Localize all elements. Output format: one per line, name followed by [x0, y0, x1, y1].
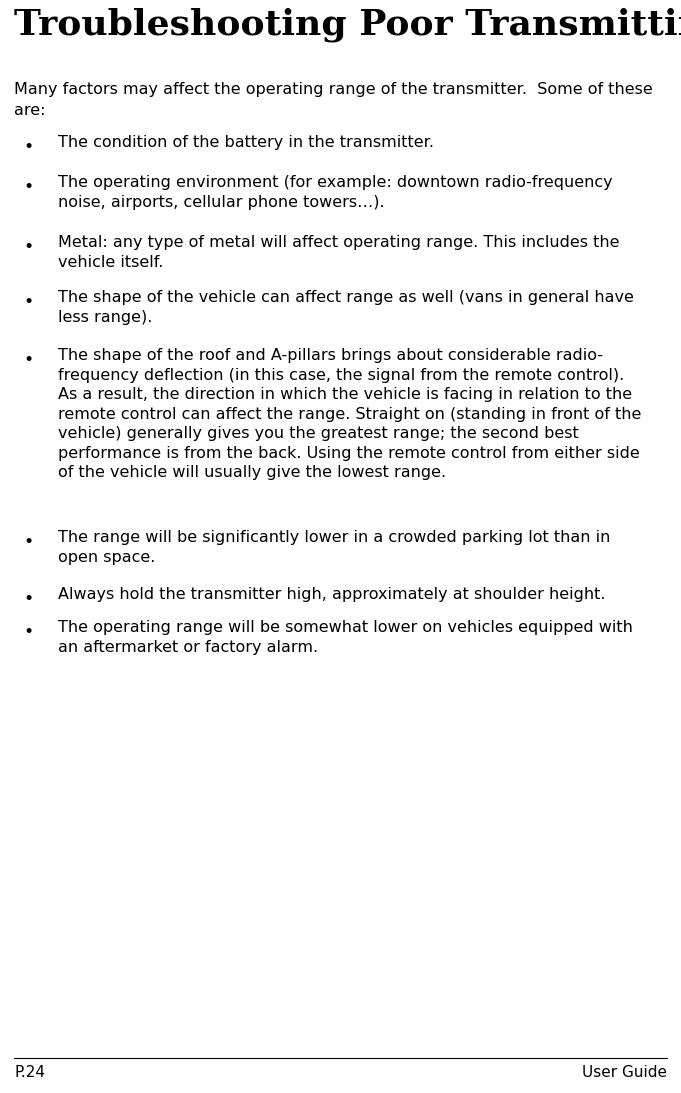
Text: •: • [23, 590, 33, 608]
Text: The operating environment (for example: downtown radio-frequency
noise, airports: The operating environment (for example: … [58, 175, 613, 210]
Text: P.24: P.24 [14, 1065, 45, 1080]
Text: The condition of the battery in the transmitter.: The condition of the battery in the tran… [58, 136, 434, 150]
Text: •: • [23, 138, 33, 156]
Text: Many factors may affect the operating range of the transmitter.  Some of these: Many factors may affect the operating ra… [14, 82, 653, 97]
Text: •: • [23, 623, 33, 640]
Text: •: • [23, 351, 33, 369]
Text: The operating range will be somewhat lower on vehicles equipped with
an aftermar: The operating range will be somewhat low… [58, 620, 633, 655]
Text: •: • [23, 293, 33, 312]
Text: The shape of the roof and A-pillars brings about considerable radio-
frequency d: The shape of the roof and A-pillars brin… [58, 348, 642, 480]
Text: •: • [23, 533, 33, 551]
Text: The range will be significantly lower in a crowded parking lot than in
open spac: The range will be significantly lower in… [58, 530, 610, 565]
Text: •: • [23, 238, 33, 256]
Text: User Guide: User Guide [582, 1065, 667, 1080]
Text: •: • [23, 178, 33, 196]
Text: are:: are: [14, 103, 46, 118]
Text: Metal: any type of metal will affect operating range. This includes the
vehicle : Metal: any type of metal will affect ope… [58, 235, 620, 270]
Text: Always hold the transmitter high, approximately at shoulder height.: Always hold the transmitter high, approx… [58, 587, 605, 602]
Text: The shape of the vehicle can affect range as well (vans in general have
less ran: The shape of the vehicle can affect rang… [58, 290, 634, 325]
Text: Troubleshooting Poor Transmitting Range: Troubleshooting Poor Transmitting Range [14, 8, 681, 43]
